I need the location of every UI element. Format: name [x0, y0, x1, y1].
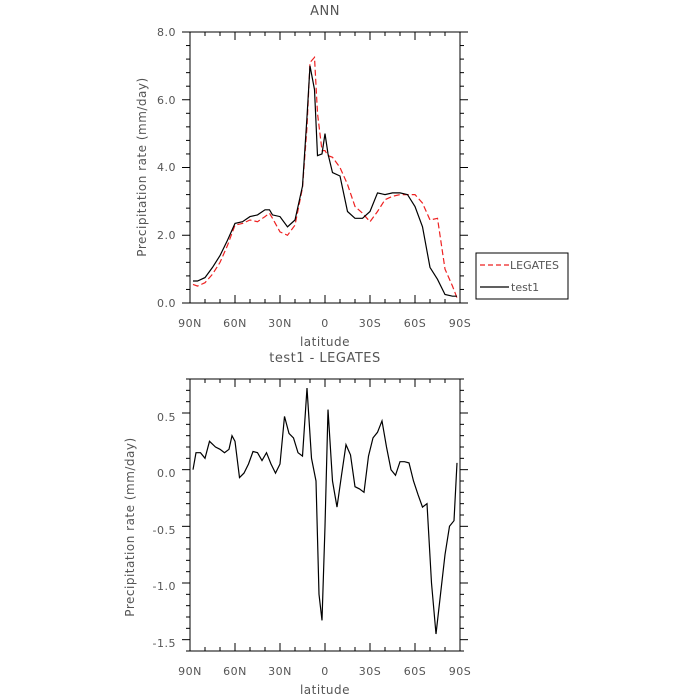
- bottom-x-tick-label: 30N: [268, 665, 292, 678]
- top-panel: ANN 0.0 2.0 4.0 6.0 8.0 90N 60N 30N 0 30…: [135, 4, 569, 349]
- bottom-x-tick-labels: 90N 60N 30N 0 30S 60S 90S: [178, 665, 471, 678]
- bottom-series-group: [192, 388, 458, 635]
- series-line-difference: [192, 388, 458, 635]
- top-y-tick-label: 0.0: [157, 297, 176, 310]
- series-line-test1: [193, 65, 457, 297]
- bottom-y-tick-label: 0.0: [157, 467, 176, 480]
- bottom-y-tick-label: -1.5: [153, 637, 176, 650]
- bottom-panel: test1 - LEGATES 0.5 0.0 -0.5 -1.0 -1.5 9…: [123, 351, 471, 697]
- top-y-axis-label: Precipitation rate (mm/day): [135, 77, 149, 256]
- top-x-tick-label: 90S: [449, 317, 471, 330]
- bottom-x-tick-label: 90S: [449, 665, 471, 678]
- top-x-tick-label: 0: [321, 317, 329, 330]
- bottom-x-tick-label: 60N: [223, 665, 247, 678]
- top-panel-title: ANN: [310, 4, 340, 19]
- top-series-group: [192, 55, 458, 299]
- legend-box: [475, 252, 569, 300]
- bottom-x-tick-label: 30S: [359, 665, 381, 678]
- top-y-tick-label: 2.0: [157, 229, 176, 242]
- legend-label-legates: LEGATES: [510, 259, 559, 272]
- top-y-tick-label: 6.0: [157, 94, 176, 107]
- top-x-tick-label: 30N: [268, 317, 292, 330]
- top-y-tick-label: 8.0: [157, 26, 176, 39]
- legend: LEGATES test1: [475, 252, 569, 300]
- top-plot-frame: [189, 31, 461, 304]
- top-x-tick-labels: 90N 60N 30N 0 30S 60S 90S: [178, 317, 471, 330]
- top-x-tick-label: 30S: [359, 317, 381, 330]
- top-axis-ticks: [182, 31, 468, 304]
- bottom-y-tick-labels: 0.5 0.0 -0.5 -1.0 -1.5: [153, 411, 176, 650]
- top-x-tick-label: 60S: [404, 317, 426, 330]
- top-x-tick-label: 90N: [178, 317, 202, 330]
- top-x-tick-label: 60N: [223, 317, 247, 330]
- bottom-x-axis-label: latitude: [300, 683, 350, 697]
- series-line-legates: [192, 55, 458, 299]
- bottom-x-tick-label: 90N: [178, 665, 202, 678]
- bottom-x-tick-label: 60S: [404, 665, 426, 678]
- bottom-x-tick-label: 0: [321, 665, 329, 678]
- bottom-panel-title: test1 - LEGATES: [269, 351, 381, 366]
- bottom-axis-ticks: [182, 378, 468, 652]
- legend-label-test1: test1: [511, 281, 539, 294]
- bottom-y-tick-label: -1.0: [153, 580, 176, 593]
- top-y-tick-label: 4.0: [157, 161, 176, 174]
- top-x-axis-label: latitude: [300, 335, 350, 349]
- bottom-y-tick-label: -0.5: [153, 524, 176, 537]
- top-y-tick-labels: 0.0 2.0 4.0 6.0 8.0: [157, 26, 176, 310]
- bottom-y-axis-label: Precipitation rate (mm/day): [123, 437, 137, 616]
- bottom-y-tick-label: 0.5: [157, 411, 176, 424]
